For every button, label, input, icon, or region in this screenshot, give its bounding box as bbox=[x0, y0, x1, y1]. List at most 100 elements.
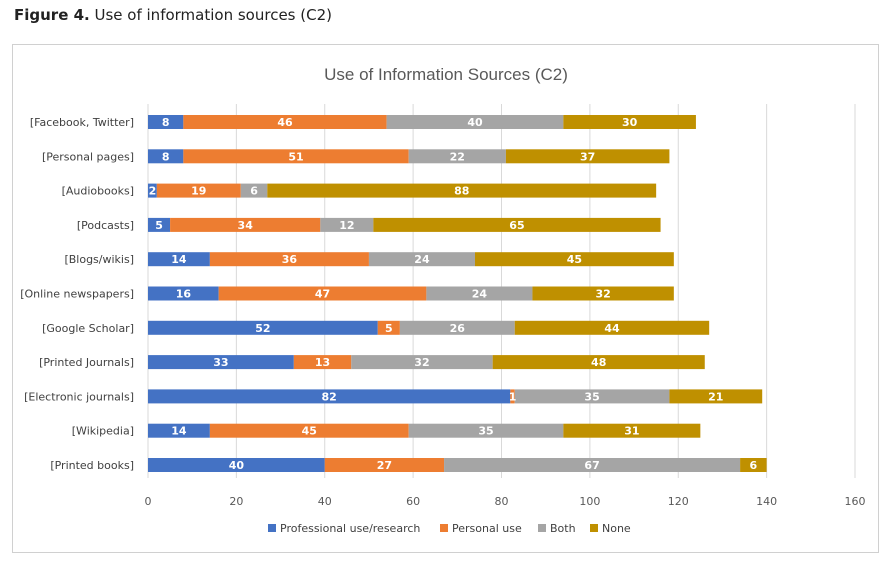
category-label: [Google Scholar] bbox=[42, 322, 134, 335]
bar-value-label: 22 bbox=[450, 150, 465, 163]
bar-both[interactable] bbox=[444, 458, 741, 472]
bar-professional-use-research[interactable] bbox=[148, 458, 325, 472]
bar-value-label: 13 bbox=[315, 356, 330, 369]
bar-professional-use-research[interactable] bbox=[148, 183, 157, 198]
bar-professional-use-research[interactable] bbox=[148, 252, 210, 267]
bar-both[interactable] bbox=[368, 252, 475, 267]
bar-personal-use[interactable] bbox=[324, 458, 445, 472]
bar-personal-use[interactable] bbox=[183, 115, 387, 129]
legend-label: None bbox=[602, 522, 631, 535]
legend-item-both[interactable]: Both bbox=[538, 522, 576, 535]
bar-both[interactable] bbox=[408, 149, 506, 164]
bar-both[interactable] bbox=[426, 286, 533, 301]
bar-value-label: 52 bbox=[255, 322, 270, 335]
bar-professional-use-research[interactable] bbox=[148, 389, 511, 404]
category-label: [Facebook, Twitter] bbox=[30, 116, 134, 129]
bar-value-label: 27 bbox=[377, 459, 392, 472]
bar-none[interactable] bbox=[514, 320, 710, 335]
bar-personal-use[interactable] bbox=[156, 183, 241, 198]
bar-value-label: 5 bbox=[385, 322, 393, 335]
legend-swatch bbox=[538, 524, 546, 532]
bar-none[interactable] bbox=[474, 252, 674, 267]
bar-value-label: 33 bbox=[213, 356, 228, 369]
category-label: [Wikipedia] bbox=[72, 425, 134, 438]
bar-professional-use-research[interactable] bbox=[148, 355, 294, 370]
bar-professional-use-research[interactable] bbox=[148, 320, 378, 335]
bar-value-label: 19 bbox=[191, 185, 206, 198]
bar-value-label: 32 bbox=[595, 288, 610, 301]
bar-personal-use[interactable] bbox=[510, 389, 515, 404]
bar-both[interactable] bbox=[351, 355, 493, 370]
bar-value-label: 5 bbox=[155, 219, 163, 232]
legend[interactable]: Professional use/research Personal use Bot… bbox=[268, 522, 631, 535]
bar-none[interactable] bbox=[373, 217, 661, 232]
bar-personal-use[interactable] bbox=[377, 320, 400, 335]
bar-personal-use[interactable] bbox=[293, 355, 352, 370]
bar-value-label: 48 bbox=[591, 356, 606, 369]
bar-value-label: 21 bbox=[708, 390, 723, 403]
bar-none[interactable] bbox=[492, 355, 705, 370]
bar-personal-use[interactable] bbox=[170, 217, 321, 232]
bar-professional-use-research[interactable] bbox=[148, 286, 219, 301]
bar-professional-use-research[interactable] bbox=[148, 115, 184, 129]
bar-value-label: 6 bbox=[750, 459, 758, 472]
x-tick-label: 0 bbox=[145, 495, 152, 508]
x-tick-label: 20 bbox=[229, 495, 243, 508]
figure-caption-text: Use of information sources (C2) bbox=[89, 6, 332, 24]
category-label: [Online newspapers] bbox=[20, 288, 134, 301]
bar-value-label: 35 bbox=[478, 425, 493, 438]
bar-both[interactable] bbox=[514, 389, 670, 404]
bar-personal-use[interactable] bbox=[209, 252, 369, 267]
x-axis-ticks: 0 20 40 60 80 100 120 140 160 bbox=[145, 495, 866, 508]
category-label: [Audiobooks] bbox=[62, 185, 134, 198]
bar-both[interactable] bbox=[399, 320, 515, 335]
bar-value-label: 35 bbox=[584, 390, 599, 403]
legend-swatch bbox=[440, 524, 448, 532]
legend-swatch bbox=[590, 524, 598, 532]
bar-value-label: 32 bbox=[414, 356, 429, 369]
bar-professional-use-research[interactable] bbox=[148, 149, 184, 164]
legend-item-personal-use[interactable]: Personal use bbox=[440, 522, 522, 535]
legend-item-none[interactable]: None bbox=[590, 522, 631, 535]
bar-value-label: 47 bbox=[315, 288, 330, 301]
category-label: [Printed books] bbox=[50, 459, 134, 472]
bar-both[interactable] bbox=[320, 217, 374, 232]
x-tick-label: 60 bbox=[406, 495, 420, 508]
bar-both[interactable] bbox=[408, 423, 564, 438]
bar-value-label: 30 bbox=[622, 116, 638, 129]
bar-none[interactable] bbox=[740, 458, 767, 472]
bar-value-label: 65 bbox=[509, 219, 524, 232]
bar-value-label: 45 bbox=[567, 253, 582, 266]
bar-value-label: 16 bbox=[176, 288, 192, 301]
bar-none[interactable] bbox=[563, 115, 696, 129]
bar-professional-use-research[interactable] bbox=[148, 217, 171, 232]
bar-value-label: 26 bbox=[450, 322, 466, 335]
bar-value-label: 88 bbox=[454, 185, 469, 198]
bar-both[interactable] bbox=[386, 115, 564, 129]
bar-personal-use[interactable] bbox=[218, 286, 427, 301]
bar-value-label: 12 bbox=[339, 219, 354, 232]
bar-none[interactable] bbox=[505, 149, 670, 164]
bar-value-label: 2 bbox=[149, 185, 157, 198]
bar-value-label: 31 bbox=[624, 425, 639, 438]
bar-none[interactable] bbox=[267, 183, 657, 198]
category-label: [Electronic journals] bbox=[24, 390, 134, 403]
chart-title: Use of Information Sources (C2) bbox=[324, 65, 568, 84]
bar-none[interactable] bbox=[532, 286, 674, 301]
x-tick-label: 40 bbox=[318, 495, 332, 508]
bar-professional-use-research[interactable] bbox=[148, 423, 210, 438]
x-tick-label: 160 bbox=[845, 495, 866, 508]
bar-value-label: 34 bbox=[238, 219, 254, 232]
bar-none[interactable] bbox=[563, 423, 701, 438]
bar-none[interactable] bbox=[669, 389, 763, 404]
bars bbox=[148, 115, 767, 472]
legend-item-professional-use-research[interactable]: Professional use/research bbox=[268, 522, 420, 535]
legend-swatch bbox=[268, 524, 276, 532]
x-tick-label: 120 bbox=[668, 495, 689, 508]
x-tick-label: 140 bbox=[756, 495, 777, 508]
bar-personal-use[interactable] bbox=[209, 423, 409, 438]
bar-personal-use[interactable] bbox=[183, 149, 409, 164]
bar-both[interactable] bbox=[240, 183, 268, 198]
legend-label: Personal use bbox=[452, 522, 522, 535]
